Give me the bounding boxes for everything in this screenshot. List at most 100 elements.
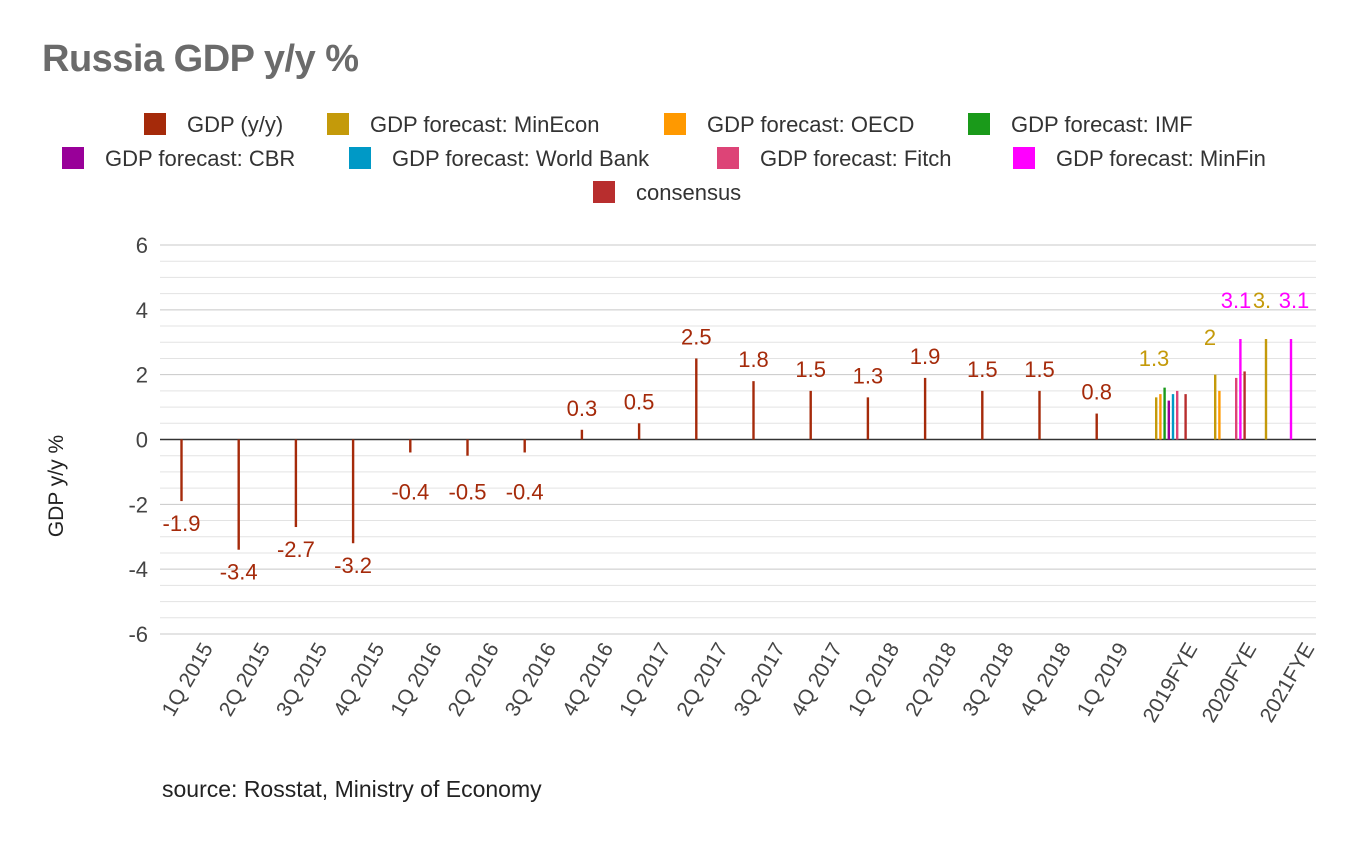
y-tick-label: -2 (128, 492, 148, 517)
legend-label: GDP forecast: IMF (1011, 112, 1193, 137)
x-tick-label: 2020FYE (1198, 639, 1262, 726)
legend-swatch (717, 147, 739, 169)
y-tick-label: 4 (136, 298, 148, 323)
x-tick-label: 2021FYE (1256, 639, 1320, 726)
x-tick-label: 3Q 2016 (501, 639, 561, 720)
x-tick-label: 4Q 2015 (329, 639, 389, 720)
legend-item: GDP forecast: MinEcon (327, 112, 599, 137)
bar (695, 358, 698, 440)
legend-label: GDP forecast: MinFin (1056, 146, 1266, 171)
bar (981, 390, 984, 440)
legend-item: GDP forecast: CBR (62, 146, 295, 171)
bar (294, 439, 298, 528)
data-label: -2.7 (277, 537, 315, 562)
legend-item: GDP forecast: IMF (968, 112, 1193, 137)
bar (809, 390, 812, 440)
data-label: 0.3 (567, 396, 598, 421)
data-label: -3.2 (334, 553, 372, 578)
data-label: 1.9 (910, 344, 941, 369)
bar (409, 439, 412, 453)
bar (1171, 394, 1175, 440)
legend-swatch (62, 147, 84, 169)
bar (237, 439, 240, 550)
data-label: -3.4 (220, 560, 258, 585)
data-label: 0.8 (1081, 380, 1112, 405)
legend-swatch (1013, 147, 1035, 169)
bar (1176, 390, 1179, 440)
data-label: 3.1 (1221, 288, 1252, 313)
data-label: 3.1 (1279, 288, 1310, 313)
bar (580, 429, 584, 440)
legend-item: GDP forecast: Fitch (717, 146, 952, 171)
x-tick-label: 3Q 2015 (272, 639, 332, 720)
bar (923, 377, 927, 440)
x-tick-label: 3Q 2018 (958, 639, 1018, 720)
data-label: 0.5 (624, 389, 655, 414)
legend-swatch (144, 113, 166, 135)
legend-label: GDP forecast: MinEcon (370, 112, 599, 137)
data-label: -0.4 (506, 480, 544, 505)
bar (523, 439, 526, 453)
y-axis-title: GDP y/y % (45, 435, 68, 537)
data-label: 1.5 (967, 357, 998, 382)
x-tick-label: 3Q 2017 (730, 639, 790, 720)
chart-title: Russia GDP y/y % (42, 38, 359, 80)
bar (1243, 371, 1246, 440)
x-tick-label: 1Q 2016 (386, 639, 446, 720)
x-tick-label: 2Q 2016 (444, 639, 504, 720)
legend-label: GDP forecast: CBR (105, 146, 295, 171)
y-tick-label: 6 (136, 233, 148, 258)
legend-item: consensus (593, 180, 741, 205)
x-tick-label: 1Q 2019 (1073, 639, 1133, 720)
x-tick-label: 4Q 2018 (1016, 639, 1076, 720)
legend: GDP (y/y) GDP forecast: MinEcon GDP foreca… (62, 112, 1266, 205)
legend-label: GDP forecast: World Bank (392, 146, 650, 171)
legend-swatch (349, 147, 371, 169)
legend-label: GDP forecast: OECD (707, 112, 914, 137)
x-tick-label: 1Q 2015 (158, 639, 218, 720)
x-tick-label: 2Q 2017 (672, 639, 732, 720)
data-label: 1.8 (738, 347, 769, 372)
data-label: 2.5 (681, 324, 712, 349)
data-label: 1.5 (795, 357, 826, 382)
data-label: -0.4 (391, 480, 429, 505)
data-label: 2 (1204, 325, 1216, 350)
data-labels: -1.9 -3.4 -2.7 -3.2 -0.4 -0.5 -0.4 0.3 0.5 2.5 1.8… (163, 288, 1310, 585)
legend-label: GDP (y/y) (187, 112, 283, 137)
y-axis-ticks: 6 4 2 0 -2 -4 -6 (128, 233, 148, 647)
legend-item: GDP forecast: MinFin (1013, 146, 1266, 171)
bar (1167, 400, 1170, 440)
bar (866, 397, 870, 440)
y-tick-label: -4 (128, 557, 148, 582)
legend-swatch (327, 113, 349, 135)
bar (1184, 394, 1187, 440)
x-tick-label: 2019FYE (1139, 639, 1203, 726)
bar (180, 439, 183, 502)
bar (1163, 387, 1166, 440)
x-tick-label: 2Q 2018 (901, 639, 961, 720)
legend-item: GDP forecast: World Bank (349, 146, 650, 171)
y-tick-label: 2 (136, 363, 148, 388)
legend-item: GDP (y/y) (144, 112, 283, 137)
y-tick-label: 0 (136, 428, 148, 453)
bar (1095, 413, 1098, 440)
data-label: 1.3 (853, 363, 884, 388)
bar (1155, 397, 1158, 440)
bar (1214, 374, 1217, 440)
bar (351, 439, 355, 544)
bar (1264, 339, 1268, 440)
bars (180, 339, 1293, 550)
data-label: 1.3 (1139, 346, 1170, 371)
x-tick-label: 1Q 2017 (615, 639, 675, 720)
x-tick-label: 2Q 2015 (215, 639, 275, 720)
data-label: 1.5 (1024, 357, 1055, 382)
bar (1218, 390, 1221, 440)
y-tick-label: -6 (128, 622, 148, 647)
bar (1159, 394, 1162, 440)
bar (1038, 390, 1041, 440)
data-label: 3. (1253, 288, 1271, 313)
legend-swatch (664, 113, 686, 135)
bar (752, 381, 755, 440)
